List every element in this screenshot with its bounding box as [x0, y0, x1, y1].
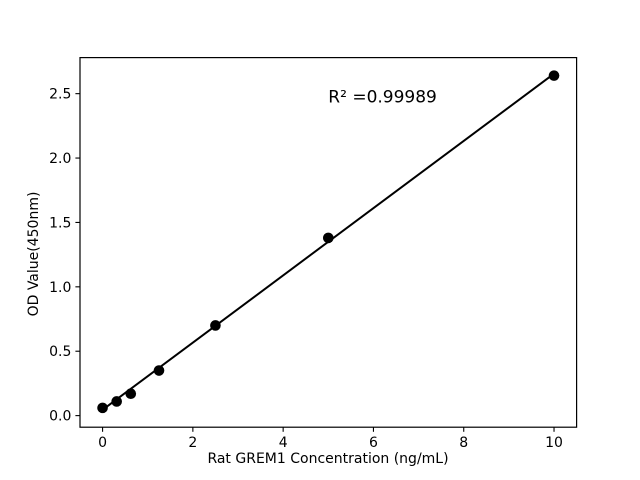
x-axis-label: Rat GREM1 Concentration (ng/mL) — [207, 451, 449, 467]
y-tick-label: 1.0 — [49, 280, 71, 296]
data-point — [153, 365, 165, 376]
x-tick-label: 6 — [369, 435, 378, 451]
data-point — [111, 396, 122, 407]
data-point — [125, 388, 137, 400]
y-tick-label: 2.0 — [49, 151, 71, 167]
y-tick-label: 1.5 — [49, 215, 71, 231]
data-point — [323, 232, 334, 244]
data-point — [97, 402, 108, 414]
r-squared-annotation: R² =0.99989 — [328, 87, 437, 108]
x-tick-label: 2 — [188, 435, 197, 451]
plot-frame — [79, 56, 578, 428]
x-tick-label: 4 — [279, 435, 288, 451]
data-point — [210, 320, 221, 331]
y-tick-label: 2.5 — [49, 87, 71, 103]
y-tick-label: 0.5 — [49, 344, 71, 360]
x-tick-label: 0 — [98, 435, 107, 451]
data-point — [548, 70, 560, 81]
x-tick-label: 10 — [545, 435, 563, 451]
y-tick-label: 0.0 — [49, 409, 71, 425]
x-tick-label: 8 — [459, 435, 468, 451]
y-axis-label: OD Value(450nm) — [26, 191, 42, 317]
